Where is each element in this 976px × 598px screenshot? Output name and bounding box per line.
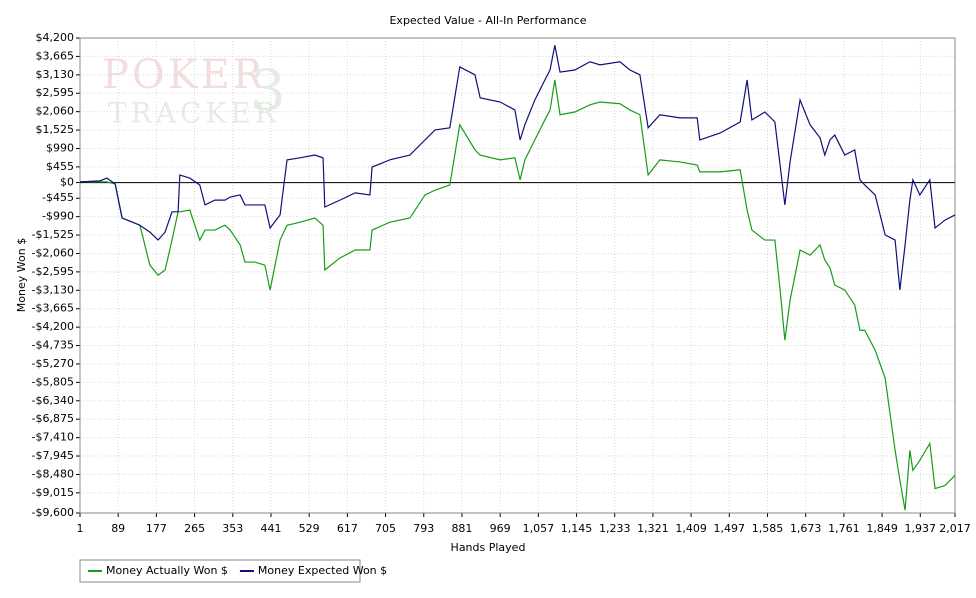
x-axis-label: Hands Played (451, 541, 526, 554)
y-tick-label: -$1,525 (32, 228, 74, 241)
x-tick-label: 881 (451, 522, 472, 535)
y-tick-label: -$4,200 (32, 320, 74, 333)
x-tick-label: 1,233 (599, 522, 631, 535)
y-tick-label: -$5,805 (32, 375, 74, 388)
x-tick-label: 529 (299, 522, 320, 535)
watermark: 3 (250, 59, 286, 124)
y-tick-label: -$7,410 (32, 431, 74, 444)
x-tick-label: 705 (375, 522, 396, 535)
series-line (79, 45, 956, 291)
x-tick-label: 1,057 (523, 522, 555, 535)
y-axis-label: Money Won $ (15, 238, 28, 312)
x-tick-label: 1,761 (828, 522, 860, 535)
y-tick-label: -$7,945 (32, 449, 74, 462)
x-tick-label: 177 (146, 522, 167, 535)
y-tick-label: -$455 (42, 191, 74, 204)
x-tick-label: 353 (222, 522, 243, 535)
x-tick-label: 969 (490, 522, 511, 535)
y-tick-label: $0 (60, 176, 74, 189)
y-tick-label: -$8,480 (32, 467, 74, 480)
y-tick-label: $2,060 (36, 105, 75, 118)
x-tick-label: 89 (111, 522, 125, 535)
chart-title: Expected Value - All-In Performance (389, 14, 586, 27)
y-tick-label: $3,130 (36, 68, 75, 81)
y-tick-label: -$6,340 (32, 394, 74, 407)
x-tick-label: 1,585 (752, 522, 784, 535)
legend (79, 559, 361, 583)
legend-label: Money Actually Won $ (106, 564, 228, 577)
x-tick-label: 1,937 (905, 522, 937, 535)
y-tick-label: -$6,875 (32, 412, 74, 425)
x-tick-label: 1,321 (637, 522, 669, 535)
x-tick-label: 617 (337, 522, 358, 535)
y-tick-label: -$2,595 (32, 265, 74, 278)
x-tick-label: 441 (260, 522, 281, 535)
x-tick-label: 793 (413, 522, 434, 535)
y-tick-label: $2,595 (36, 86, 75, 99)
y-tick-label: -$4,735 (32, 339, 74, 352)
y-tick-label: $455 (46, 160, 74, 173)
x-tick-label: 1,497 (714, 522, 746, 535)
y-tick-label: -$9,600 (32, 506, 74, 519)
x-tick-label: 1 (77, 522, 84, 535)
x-tick-label: 1,849 (866, 522, 898, 535)
y-tick-label: -$3,665 (32, 302, 74, 315)
x-tick-label: 2,017 (939, 522, 971, 535)
y-tick-label: -$5,270 (32, 357, 74, 370)
plot-frame (79, 37, 956, 514)
y-tick-label: $1,525 (36, 123, 75, 136)
y-tick-label: -$9,015 (32, 486, 74, 499)
x-tick-label: 1,409 (675, 522, 707, 535)
legend-label: Money Expected Won $ (258, 564, 387, 577)
y-tick-label: $990 (46, 141, 74, 154)
watermark: POKER (102, 52, 266, 98)
y-tick-label: -$990 (42, 210, 74, 223)
y-tick-label: -$2,060 (32, 246, 74, 259)
series-line (80, 79, 956, 511)
x-tick-label: 1,145 (561, 522, 593, 535)
x-tick-label: 265 (184, 522, 205, 535)
x-tick-label: 1,673 (790, 522, 822, 535)
y-tick-label: $3,665 (36, 49, 75, 62)
y-tick-label: $4,200 (36, 31, 75, 44)
watermark: TRACKER (108, 97, 280, 130)
y-tick-label: -$3,130 (32, 283, 74, 296)
